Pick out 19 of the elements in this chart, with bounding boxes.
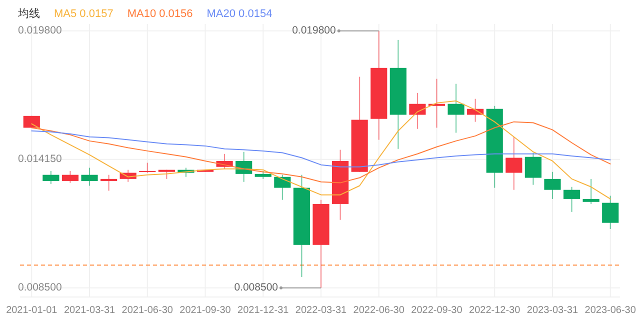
x-tick-label: 2022-03-31: [295, 305, 348, 316]
annotation: 0.008500: [234, 282, 322, 294]
annotation: 0.019800: [292, 24, 380, 37]
legend: 均线 MA5 0.0157 MA10 0.0156 MA20 0.0154: [18, 8, 272, 20]
x-tick-label: 2023-06-30: [584, 305, 636, 316]
x-tick-label: 2023-03-31: [526, 305, 578, 316]
x-tick-label: 2021-01-01: [6, 305, 58, 316]
y-tick-label: 0.008500: [18, 282, 62, 294]
x-tick-label: 2022-09-30: [411, 305, 463, 316]
x-tick-label: 2022-06-30: [353, 305, 405, 316]
y-tick-label: 0.014150: [18, 153, 62, 166]
x-tick-label: 2021-12-31: [238, 305, 290, 316]
x-tick-label: 2022-12-30: [469, 305, 521, 316]
x-tick-label: 2021-03-31: [64, 305, 116, 316]
annotation: 0.019800: [292, 24, 336, 37]
y-tick-label: 0.019800: [18, 24, 62, 37]
annotation: 0.008500: [234, 282, 278, 294]
x-tick-label: 2021-09-30: [180, 305, 232, 316]
x-tick-label: 2021-06-30: [122, 305, 174, 316]
